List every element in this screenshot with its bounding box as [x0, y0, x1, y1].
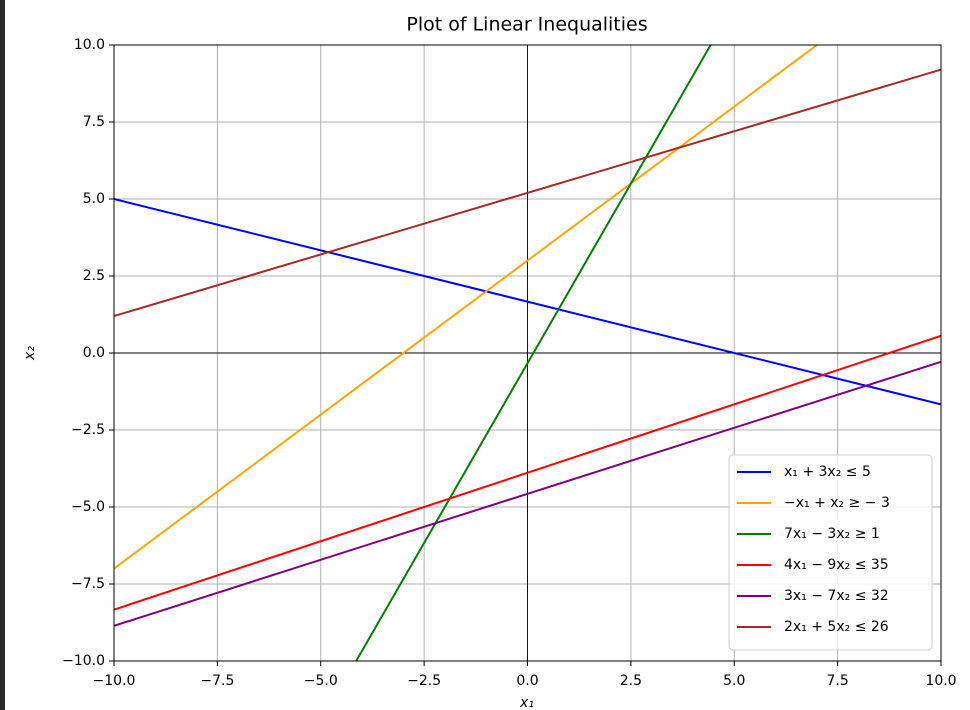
- legend-box: [728, 454, 933, 651]
- y-tick-label: 7.5: [83, 114, 105, 130]
- legend-label: x₁ + 3x₂ ≤ 5: [784, 464, 871, 480]
- y-tick-label: 5.0: [83, 191, 105, 207]
- y-tick-label: 10.0: [74, 37, 105, 53]
- series-line: [114, 334, 941, 611]
- x-tick-label: 10.0: [925, 673, 956, 689]
- y-tick-label: 2.5: [83, 268, 105, 284]
- plot-frame: [113, 44, 942, 662]
- series-line: [114, 198, 941, 406]
- y-tick-label: 0.0: [83, 345, 105, 361]
- series-line: [114, 360, 941, 627]
- x-axis-label: x₁: [519, 695, 534, 710]
- legend-label: −x₁ + x₂ ≥ − 3: [784, 495, 890, 511]
- legend-label: 4x₁ − 9x₂ ≤ 35: [784, 557, 889, 573]
- x-tick-label: 5.0: [723, 673, 745, 689]
- x-tick-label: −2.5: [407, 673, 441, 689]
- x-tick-label: 2.5: [620, 673, 642, 689]
- legend-label: 3x₁ − 7x₂ ≤ 32: [784, 588, 889, 604]
- y-tick-label: −2.5: [71, 422, 105, 438]
- legend-label: 7x₁ − 3x₂ ≥ 1: [784, 526, 880, 542]
- x-tick-label: −5.0: [304, 673, 338, 689]
- x-tick-label: 0.0: [516, 673, 538, 689]
- y-tick-label: −10.0: [62, 653, 105, 669]
- x-tick-label: 7.5: [826, 673, 848, 689]
- legend: x₁ + 3x₂ ≤ 5 −x₁ + x₂ ≥ − 3 7x₁ − 3x₂ ≥ 1 4…: [728, 454, 933, 651]
- y-axis-label: x₂: [22, 346, 38, 361]
- series-line: [355, 45, 712, 661]
- plot-lines: [114, 45, 941, 661]
- series-line: [114, 45, 819, 570]
- series-line: [114, 68, 941, 317]
- legend-label: 2x₁ + 5x₂ ≤ 26: [784, 619, 889, 635]
- y-tick-label: −7.5: [71, 576, 105, 592]
- x-tick-label: −10.0: [93, 673, 136, 689]
- window-edge: [0, 0, 5, 710]
- y-tick-label: −5.0: [71, 499, 105, 515]
- chart-title: Plot of Linear Inequalities: [406, 14, 647, 36]
- x-tick-label: −7.5: [200, 673, 234, 689]
